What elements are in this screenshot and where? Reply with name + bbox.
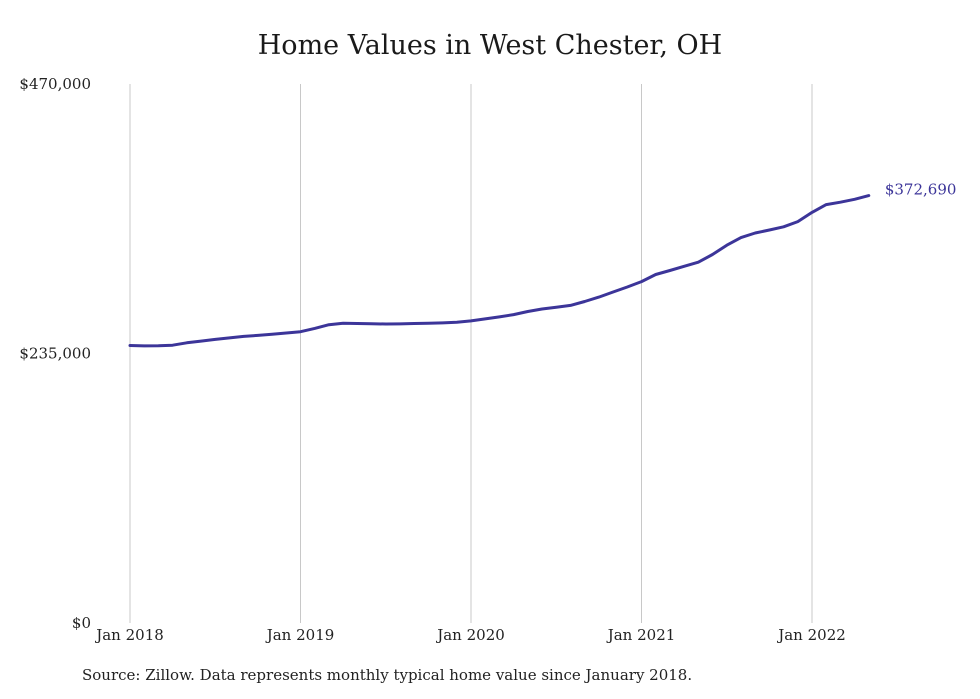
- x-tick-label: Jan 2019: [265, 626, 335, 644]
- end-value-label: $372,690: [885, 181, 957, 199]
- x-tick-label: Jan 2022: [776, 626, 846, 644]
- y-tick-label: $235,000: [19, 345, 91, 363]
- y-tick-label: $470,000: [19, 75, 91, 93]
- x-tick-label: Jan 2018: [94, 626, 164, 644]
- source-note: Source: Zillow. Data represents monthly …: [82, 666, 693, 684]
- y-tick-label: $0: [72, 614, 91, 632]
- x-tick-label: Jan 2020: [435, 626, 505, 644]
- chart-title: Home Values in West Chester, OH: [257, 30, 723, 61]
- x-tick-label: Jan 2021: [606, 626, 676, 644]
- series-line: [128, 194, 871, 348]
